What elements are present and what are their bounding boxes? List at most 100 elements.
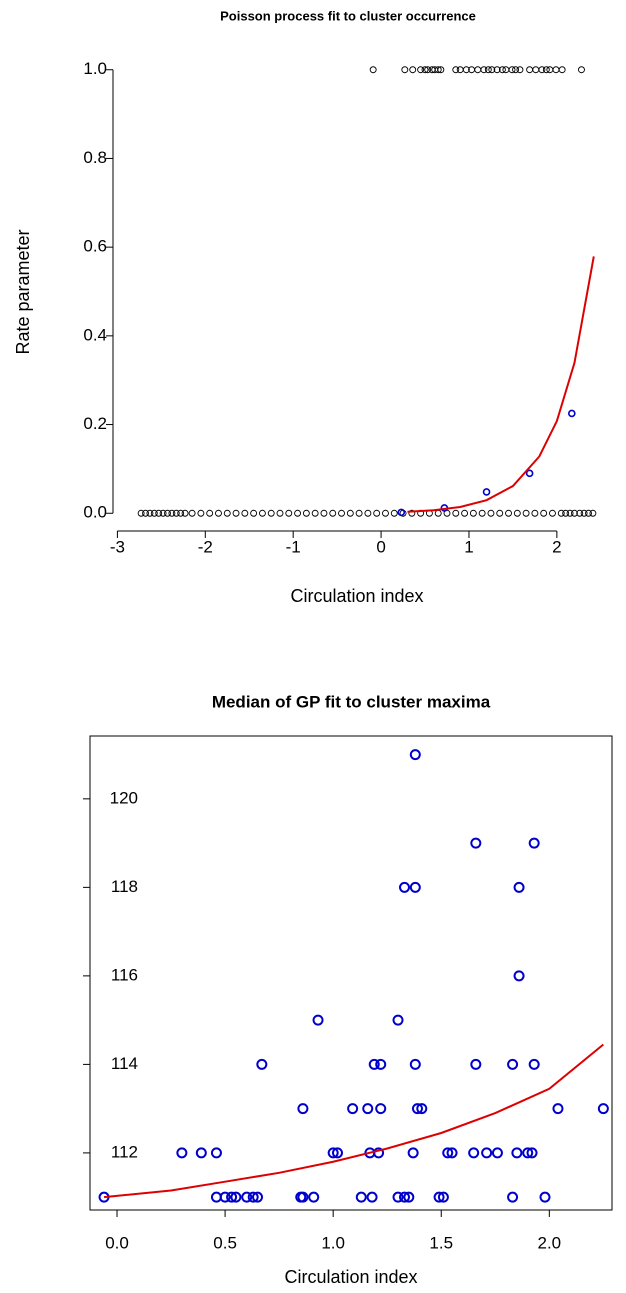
point <box>526 66 534 74</box>
point <box>362 1103 374 1115</box>
point <box>195 1147 207 1159</box>
point <box>469 509 477 517</box>
point <box>480 66 488 74</box>
point <box>585 509 592 517</box>
x-axis-title: Circulation index <box>284 1267 417 1287</box>
point <box>398 881 410 893</box>
point <box>276 509 284 517</box>
point <box>566 509 574 517</box>
y-tick-label: 116 <box>111 965 138 984</box>
point <box>258 509 266 517</box>
point <box>531 509 539 517</box>
point <box>407 1147 419 1159</box>
point <box>327 1147 339 1159</box>
point <box>250 509 258 517</box>
point <box>409 881 421 893</box>
point <box>568 409 576 418</box>
point <box>461 509 469 517</box>
point <box>552 1103 564 1115</box>
point <box>401 66 409 74</box>
point <box>137 509 145 517</box>
point <box>397 508 406 517</box>
point <box>247 1191 259 1203</box>
point <box>526 1147 538 1159</box>
point <box>302 509 310 517</box>
x-tick-label: -2 <box>198 537 213 556</box>
point <box>417 66 425 74</box>
point <box>597 1103 609 1115</box>
point <box>375 1103 387 1115</box>
point <box>496 509 504 517</box>
x-tick-label: 2.0 <box>537 1233 561 1252</box>
point <box>197 509 205 517</box>
point <box>452 66 460 74</box>
point <box>437 1191 449 1203</box>
point <box>215 509 222 517</box>
point <box>540 509 548 517</box>
point <box>522 509 530 517</box>
point <box>398 1191 410 1203</box>
point <box>416 1103 428 1115</box>
point <box>562 509 570 517</box>
point <box>488 66 496 74</box>
point <box>346 509 354 517</box>
point <box>409 749 421 761</box>
point <box>508 66 516 74</box>
point <box>403 1191 415 1203</box>
point <box>241 1191 253 1203</box>
point <box>549 509 556 517</box>
point <box>421 66 429 74</box>
point <box>522 1147 534 1159</box>
point <box>382 509 389 517</box>
point <box>474 66 482 74</box>
point <box>366 1191 378 1203</box>
point <box>446 1147 458 1159</box>
point <box>462 66 470 74</box>
point <box>578 66 585 74</box>
point <box>576 509 584 517</box>
point <box>507 1191 519 1203</box>
point <box>557 509 565 517</box>
point <box>373 509 381 517</box>
point <box>491 1147 503 1159</box>
point <box>502 66 510 74</box>
point <box>442 1147 454 1159</box>
point <box>155 509 163 517</box>
point <box>177 509 185 517</box>
chart-title: Median of GP fit to cluster maxima <box>212 692 491 711</box>
point <box>424 66 432 74</box>
point <box>539 1191 551 1203</box>
point <box>478 509 486 517</box>
point <box>252 1191 264 1203</box>
point <box>297 1191 309 1203</box>
x-tick-label: 1.5 <box>429 1233 453 1252</box>
point <box>434 509 442 517</box>
point <box>241 509 249 517</box>
point <box>512 66 520 74</box>
y-tick-label: 1.0 <box>83 59 107 78</box>
point <box>176 1147 188 1159</box>
point <box>364 509 372 517</box>
point <box>159 509 167 517</box>
point <box>392 1014 404 1026</box>
point <box>168 509 176 517</box>
y-tick-label: 0.0 <box>83 503 107 522</box>
point <box>542 66 550 74</box>
y-tick-label: 118 <box>111 877 138 896</box>
plot-frame <box>89 735 613 1211</box>
point <box>498 66 506 74</box>
point <box>468 1147 480 1159</box>
point <box>505 509 512 517</box>
point <box>507 1058 519 1070</box>
point <box>390 509 398 517</box>
point <box>355 509 363 517</box>
point <box>355 1191 367 1203</box>
point <box>150 509 158 517</box>
x-tick-label: 0 <box>376 537 385 556</box>
point <box>528 1058 540 1070</box>
fit-line <box>407 256 595 513</box>
fit-line <box>103 1043 604 1199</box>
point <box>580 509 588 517</box>
